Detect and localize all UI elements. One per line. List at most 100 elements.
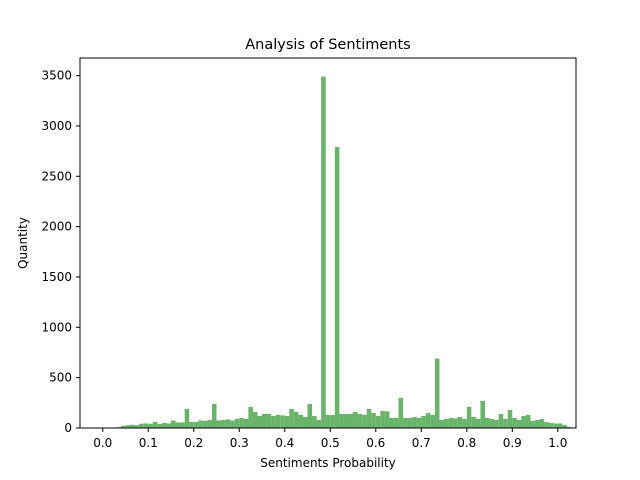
histogram-bar bbox=[216, 420, 222, 428]
histogram-bar bbox=[398, 397, 404, 428]
y-tick-label: 1500 bbox=[41, 270, 72, 284]
y-tick-label: 0 bbox=[64, 421, 72, 435]
histogram-bar bbox=[125, 425, 131, 428]
histogram-bar bbox=[484, 417, 490, 428]
histogram-bar bbox=[380, 410, 385, 428]
histogram-bar bbox=[525, 414, 531, 428]
histogram-bar bbox=[148, 423, 153, 428]
histogram-bar bbox=[512, 417, 517, 428]
histogram-bar bbox=[243, 418, 249, 428]
histogram-bar bbox=[225, 419, 231, 428]
histogram-bar bbox=[312, 415, 317, 428]
x-tick-label: 0.2 bbox=[184, 436, 203, 450]
histogram-bar bbox=[494, 419, 499, 428]
histogram-bar bbox=[516, 419, 522, 428]
y-tick-label: 3500 bbox=[41, 69, 72, 83]
histogram-bar bbox=[357, 413, 363, 428]
histogram-bar bbox=[489, 418, 495, 428]
x-tick-label: 0.8 bbox=[457, 436, 476, 450]
histogram-bar bbox=[193, 421, 199, 428]
histogram-bar bbox=[439, 419, 445, 428]
histogram-bar bbox=[557, 423, 563, 428]
x-tick-label: 0.7 bbox=[412, 436, 431, 450]
histogram-bar bbox=[152, 421, 158, 428]
histogram-bar bbox=[166, 423, 172, 428]
histogram-bar bbox=[457, 416, 463, 428]
histogram-bar bbox=[544, 421, 549, 428]
histogram-bar bbox=[466, 406, 472, 428]
histogram-bar bbox=[280, 415, 285, 428]
x-tick-label: 0.3 bbox=[230, 436, 249, 450]
histogram-bar bbox=[293, 411, 299, 428]
histogram-bar bbox=[221, 419, 226, 428]
histogram-bar bbox=[275, 414, 281, 428]
histogram-bar bbox=[334, 147, 340, 428]
histogram-bar bbox=[434, 358, 440, 428]
histogram-bar bbox=[416, 417, 422, 428]
x-axis-ticks: 0.0 0.1 0.2 0.3 0.4 0.5 0.6 0.7 0.8 0.9 1.0 bbox=[93, 428, 567, 450]
x-tick-label: 0.6 bbox=[366, 436, 385, 450]
histogram-bar bbox=[330, 414, 335, 428]
histogram-bar bbox=[503, 418, 508, 428]
histogram-bar bbox=[362, 414, 367, 428]
histogram-bar bbox=[316, 419, 322, 428]
histogram-bar bbox=[134, 425, 140, 428]
histogram-bar bbox=[298, 414, 303, 428]
histogram-bar bbox=[307, 403, 313, 428]
histogram-bar bbox=[375, 415, 381, 428]
chart-title: Analysis of Sentiments bbox=[245, 37, 410, 53]
histogram-bar bbox=[120, 425, 126, 428]
histogram-bar bbox=[530, 420, 536, 428]
histogram-bar bbox=[430, 414, 435, 428]
histogram-bar bbox=[507, 409, 513, 428]
y-axis-ticks: 0 500 1000 1500 2000 2500 3000 3500 bbox=[41, 69, 80, 435]
histogram-bar bbox=[412, 416, 417, 428]
histogram-bar bbox=[161, 422, 167, 428]
histogram-bar bbox=[321, 76, 326, 428]
y-tick-label: 3000 bbox=[41, 119, 72, 133]
x-tick-label: 1.0 bbox=[548, 436, 567, 450]
histogram-bar bbox=[266, 413, 272, 428]
x-tick-label: 0.9 bbox=[503, 436, 522, 450]
histogram-bar bbox=[262, 413, 267, 428]
histogram-bar bbox=[480, 400, 485, 428]
histogram-bar bbox=[462, 418, 467, 428]
histogram-bar bbox=[366, 408, 372, 428]
histogram-bar bbox=[403, 417, 408, 428]
histogram-bar bbox=[343, 413, 349, 428]
histogram-bar bbox=[548, 422, 554, 428]
histogram-bar bbox=[284, 415, 290, 428]
x-tick-label: 0.0 bbox=[93, 436, 112, 450]
y-tick-label: 2000 bbox=[41, 220, 72, 234]
y-tick-label: 2500 bbox=[41, 169, 72, 183]
histogram-bar bbox=[389, 417, 394, 428]
x-tick-label: 0.4 bbox=[275, 436, 294, 450]
histogram-bar bbox=[271, 415, 276, 428]
histogram-bar bbox=[175, 422, 181, 428]
histogram-bar bbox=[252, 411, 258, 428]
histogram-bar bbox=[207, 419, 212, 428]
histogram-bar bbox=[230, 420, 235, 428]
histogram-bar bbox=[139, 423, 144, 428]
histogram-bar bbox=[180, 422, 185, 428]
histogram-bar bbox=[539, 418, 545, 428]
histogram-bar bbox=[444, 418, 449, 428]
histogram-bar bbox=[407, 417, 413, 428]
histogram-bar bbox=[184, 408, 190, 428]
histogram-bar bbox=[257, 415, 263, 428]
histogram-bar bbox=[421, 415, 426, 428]
histogram-bar bbox=[234, 418, 240, 428]
histogram-bar bbox=[475, 418, 481, 428]
histogram-bar bbox=[348, 413, 354, 428]
histogram-bar bbox=[566, 426, 572, 428]
histogram-bar bbox=[289, 408, 294, 428]
histogram-bar bbox=[130, 424, 135, 428]
histogram-bar bbox=[157, 423, 162, 428]
histogram-bar bbox=[448, 417, 454, 428]
histogram-bar bbox=[384, 411, 390, 428]
histogram-bar bbox=[471, 416, 476, 428]
histogram-bar bbox=[239, 417, 244, 428]
histogram-bar bbox=[425, 412, 431, 428]
x-tick-label: 0.1 bbox=[139, 436, 158, 450]
